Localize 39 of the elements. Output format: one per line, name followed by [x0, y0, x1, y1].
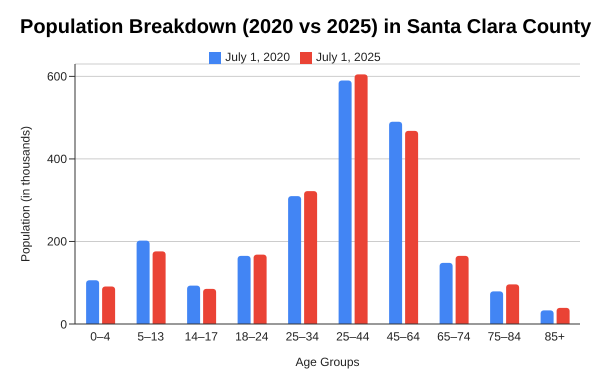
x-tick-label: 45–64	[386, 330, 420, 344]
y-tick-label: 600	[46, 70, 68, 84]
x-tick-label: 75–84	[488, 330, 522, 344]
bar	[405, 130, 418, 324]
bar	[354, 74, 368, 324]
bar	[540, 310, 554, 324]
legend-label: July 1, 2025	[316, 50, 381, 64]
bar	[152, 251, 166, 324]
x-tick-label: 65–74	[437, 330, 471, 344]
bar	[338, 80, 352, 324]
bar	[254, 254, 267, 324]
y-tick-label: 400	[46, 152, 68, 166]
bar	[389, 122, 402, 324]
legend-label: July 1, 2020	[225, 50, 290, 64]
x-tick-label: 25–44	[336, 330, 370, 344]
x-tick-label: 85+	[544, 330, 565, 344]
bar	[187, 286, 200, 324]
bar	[304, 191, 318, 324]
bar	[136, 240, 150, 324]
y-tick-label: 0	[60, 317, 68, 332]
bar	[506, 284, 520, 324]
x-tick-label: 18–24	[235, 330, 269, 344]
x-tick-label: 5–13	[137, 330, 164, 344]
chart-title: Population Breakdown (2020 vs 2025) in Santa Clara County	[20, 16, 592, 39]
bar	[238, 256, 251, 324]
bar	[456, 256, 469, 324]
bar	[86, 280, 100, 324]
bar	[490, 291, 504, 324]
y-axis-title: Population (in thousands)	[18, 126, 32, 262]
bar	[440, 262, 453, 324]
x-axis-title: Age Groups	[295, 355, 360, 369]
bar	[556, 308, 570, 324]
x-tick-label: 14–17	[184, 330, 218, 344]
bar	[203, 288, 216, 324]
bar	[102, 286, 116, 324]
x-tick-label: 25–34	[286, 330, 320, 344]
y-tick-label: 200	[46, 234, 68, 249]
bar	[288, 196, 302, 324]
x-tick-label: 0–4	[90, 330, 111, 344]
